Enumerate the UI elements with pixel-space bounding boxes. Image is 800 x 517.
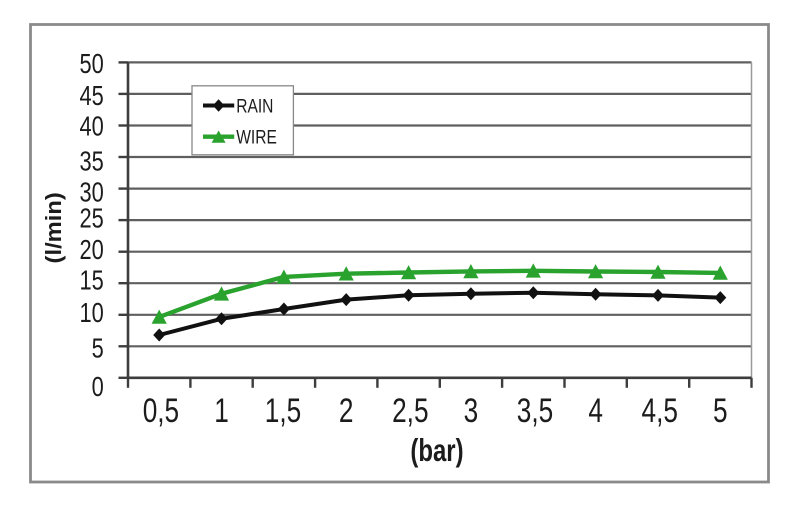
svg-text:3: 3 (464, 392, 479, 430)
svg-text:50: 50 (80, 48, 104, 79)
svg-text:40: 40 (80, 111, 104, 142)
svg-text:5: 5 (713, 392, 728, 430)
svg-text:0,5: 0,5 (143, 392, 179, 430)
svg-text:4,5: 4,5 (641, 392, 677, 430)
svg-text:15: 15 (80, 265, 104, 296)
svg-text:35: 35 (80, 146, 104, 177)
svg-text:0: 0 (92, 371, 104, 402)
svg-text:45: 45 (80, 80, 104, 111)
svg-text:4: 4 (588, 392, 603, 430)
svg-text:30: 30 (80, 177, 104, 208)
svg-text:2: 2 (339, 392, 354, 430)
svg-text:1,5: 1,5 (265, 392, 301, 430)
svg-text:10: 10 (80, 297, 104, 328)
svg-text:(l/min): (l/min) (41, 192, 66, 263)
svg-text:3,5: 3,5 (517, 392, 553, 430)
svg-text:5: 5 (92, 333, 104, 364)
svg-text:RAIN: RAIN (236, 95, 273, 117)
svg-text:(bar): (bar) (410, 433, 463, 468)
svg-text:25: 25 (80, 203, 104, 234)
svg-text:1: 1 (214, 392, 229, 430)
svg-text:20: 20 (80, 234, 104, 265)
svg-text:2,5: 2,5 (392, 392, 428, 430)
svg-text:WIRE: WIRE (236, 126, 277, 148)
